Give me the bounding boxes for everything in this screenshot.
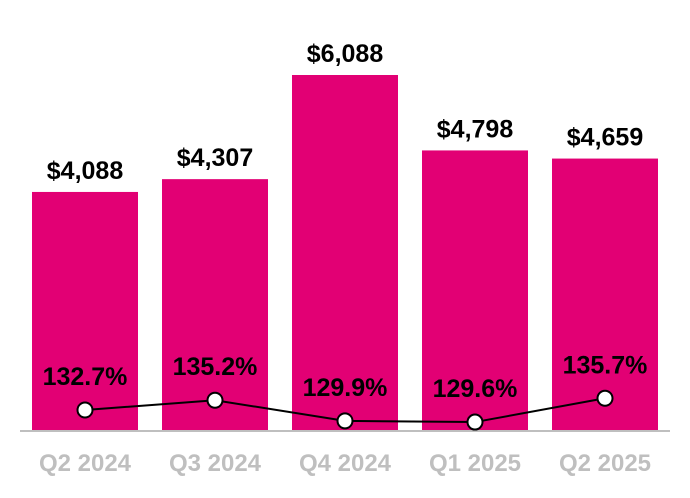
- bar-value-label: $4,307: [177, 144, 253, 172]
- bar-value-label: $4,798: [437, 115, 514, 143]
- bar-value-label: $4,088: [47, 157, 124, 185]
- x-tick-label: Q3 2024: [169, 450, 262, 477]
- bar-q1-2025: [422, 150, 528, 431]
- bar-value-label: $6,088: [307, 40, 384, 68]
- ratio-value-label: 135.2%: [173, 353, 258, 381]
- ratio-value-label: 132.7%: [43, 363, 128, 391]
- x-tick-label: Q4 2024: [299, 450, 392, 477]
- x-tick-label: Q2 2025: [559, 450, 651, 477]
- bar-q2-2025: [552, 158, 658, 431]
- ratio-point: [466, 413, 484, 431]
- ratio-value-label: 129.6%: [433, 375, 518, 403]
- bar-value-label: $4,659: [567, 124, 643, 152]
- bar-q3-2024: [162, 179, 268, 431]
- labels-layer: $4,088 132.7% $4,307 135.2% $6,088 129.9% $4,7…: [43, 40, 648, 403]
- bars-layer: [32, 75, 658, 431]
- ratio-point: [596, 389, 614, 407]
- bar-q2-2024: [32, 191, 138, 431]
- ratio-point: [206, 391, 224, 409]
- ratio-value-label: 135.7%: [563, 351, 648, 379]
- ratio-line-layer: [76, 389, 614, 431]
- x-tick-label: Q1 2025: [429, 450, 521, 477]
- bar-q4-2024: [292, 75, 398, 431]
- x-tick-labels: Q2 2024 Q3 2024 Q4 2024 Q1 2025 Q2 2025: [39, 450, 651, 477]
- x-tick-label: Q2 2024: [39, 450, 132, 477]
- ratio-value-label: 129.9%: [303, 374, 388, 402]
- ratio-point: [336, 412, 354, 430]
- ratio-point: [76, 401, 94, 419]
